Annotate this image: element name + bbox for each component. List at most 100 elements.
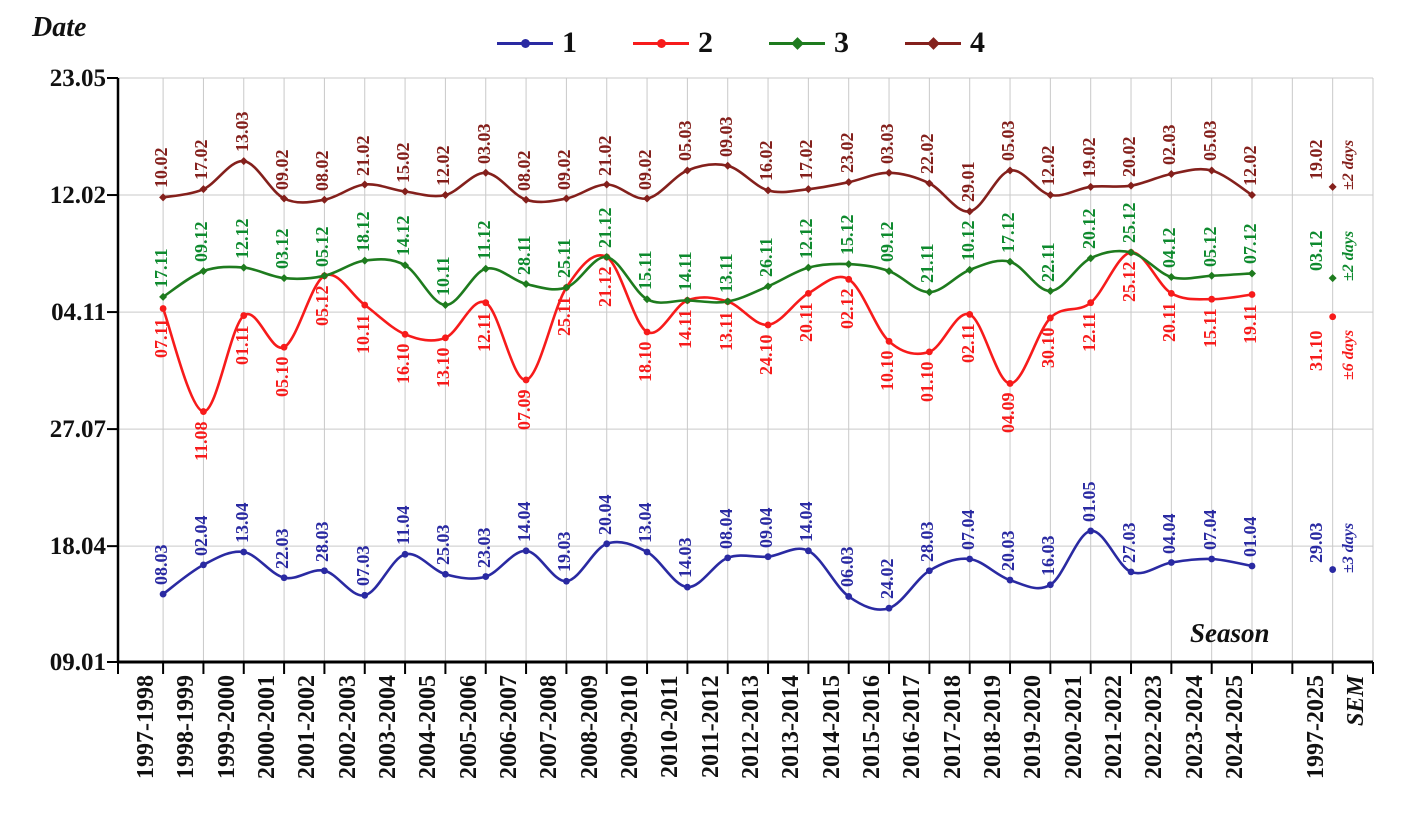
data-label-series-2: 14.11 (675, 309, 696, 350)
data-label-series-1: 06.03 (836, 546, 857, 588)
data-point-series-1 (280, 574, 288, 582)
chart-legend: 1 2 3 4 (497, 28, 985, 58)
legend-line-sample (497, 38, 553, 48)
x-axis-tick-label: 1997-1998 (133, 675, 160, 779)
data-point-series-4 (280, 194, 289, 203)
data-point-series-2 (1006, 380, 1014, 387)
data-label-series-2: 07.09 (514, 389, 535, 430)
data-label-series-3: 14.12 (393, 215, 414, 257)
data-point-series-4 (1167, 169, 1176, 178)
data-point-series-2 (845, 275, 853, 283)
data-point-series-4 (481, 168, 490, 177)
data-point-series-1 (240, 548, 248, 556)
data-label-series-3: 17.12 (998, 212, 1019, 253)
data-point-series-2 (1046, 314, 1054, 322)
data-point-series-1 (603, 540, 611, 548)
data-point-series-4 (1127, 181, 1136, 190)
data-label-series-2: 24.10 (756, 334, 777, 375)
x-axis-tick-label: 1999-2000 (213, 675, 240, 779)
data-point-series-4 (804, 185, 813, 194)
data-label-series-1: 07.04 (957, 509, 978, 551)
data-label-series-2: 11.08 (191, 421, 212, 461)
data-point-series-2 (280, 343, 288, 351)
x-axis-tick-label: 2009-2010 (617, 675, 644, 779)
data-point-series-3 (320, 271, 329, 280)
sem-value-label-series-3: 03.12 (1305, 230, 1326, 272)
data-label-series-1: 13.04 (231, 502, 252, 543)
data-label-series-2: 18.10 (635, 341, 656, 382)
data-point-series-2 (885, 337, 893, 345)
data-point-series-2 (240, 312, 248, 319)
data-label-series-1: 13.04 (635, 502, 656, 543)
data-label-series-1: 24.02 (877, 558, 898, 600)
data-label-series-2: 16.10 (393, 343, 414, 385)
data-label-series-4: 05.03 (675, 120, 696, 162)
data-point-series-3 (925, 288, 934, 297)
data-point-series-1 (1087, 527, 1095, 535)
data-label-series-2: 07.11 (151, 318, 172, 358)
data-label-series-2: 19.11 (1240, 303, 1260, 344)
data-label-series-2: 21.12 (594, 266, 615, 308)
data-label-series-3: 07.12 (1240, 223, 1260, 265)
x-axis-tick-label: 2006-2007 (496, 675, 523, 779)
data-label-series-1: 01.04 (1240, 516, 1260, 558)
data-label-series-3: 25.12 (1119, 202, 1140, 244)
data-point-series-1 (1046, 581, 1054, 589)
data-label-series-1: 28.03 (917, 521, 938, 562)
data-point-series-2 (764, 321, 772, 329)
data-point-series-4 (764, 186, 773, 195)
data-label-series-1: 14.04 (796, 501, 817, 542)
data-label-series-3: 18.12 (352, 211, 373, 252)
data-label-series-1: 09.04 (756, 507, 777, 548)
data-point-series-2 (522, 376, 530, 384)
data-point-series-2 (966, 311, 974, 318)
data-label-series-2: 01.10 (917, 361, 938, 402)
data-point-series-2 (159, 305, 167, 312)
data-label-series-4: 17.02 (191, 139, 212, 181)
data-point-series-2 (643, 328, 651, 336)
x-axis-tick-label: 2017-2018 (939, 675, 966, 779)
x-axis-tick-label: 2012-2013 (738, 675, 765, 779)
data-label-series-2: 10.10 (877, 350, 898, 392)
data-point-series-1 (764, 553, 772, 561)
legend-item-1: 1 (497, 28, 577, 58)
data-point-series-3 (602, 253, 611, 262)
x-axis-tick-label: 2000-2001 (254, 675, 281, 779)
data-label-series-4: 17.02 (796, 139, 817, 181)
legend-item-4: 4 (905, 28, 985, 58)
data-label-series-1: 04.04 (1159, 513, 1180, 554)
data-label-series-3: 05.12 (312, 226, 333, 267)
data-label-series-2: 25.12 (1119, 261, 1140, 303)
data-point-series-3 (1006, 257, 1015, 266)
data-label-series-1: 14.04 (514, 501, 535, 542)
data-point-series-4 (1248, 191, 1257, 200)
data-label-series-1: 08.03 (151, 544, 172, 586)
data-label-series-4: 12.02 (433, 145, 454, 187)
data-point-series-1 (401, 550, 409, 558)
data-point-series-2 (442, 334, 449, 342)
data-point-series-3 (643, 295, 652, 304)
x-axis-tick-label: 2023-2024 (1181, 675, 1208, 779)
data-point-series-2 (361, 301, 369, 309)
data-point-series-3 (562, 283, 571, 292)
data-point-series-1 (724, 554, 732, 562)
data-label-series-1: 22.03 (272, 528, 293, 569)
data-point-series-3 (764, 282, 773, 291)
x-axis-tick-label: 2002-2003 (334, 675, 361, 779)
data-label-series-3: 17.11 (151, 248, 172, 288)
data-point-series-1 (1127, 568, 1135, 576)
legend-series-label: 3 (834, 26, 849, 59)
data-label-series-2: 20.11 (796, 302, 817, 343)
data-label-series-1: 07.04 (1199, 509, 1220, 551)
data-point-series-1 (804, 547, 812, 555)
x-axis-tick-label: 2016-2017 (899, 675, 926, 779)
data-point-series-4 (441, 191, 450, 200)
data-label-series-1: 02.04 (191, 515, 212, 556)
data-point-series-1 (563, 577, 570, 585)
data-point-series-1 (159, 590, 167, 598)
data-point-series-1 (482, 573, 490, 580)
data-point-series-2 (1248, 291, 1256, 298)
data-point-series-3 (965, 265, 974, 274)
data-label-series-4: 09.02 (635, 149, 656, 190)
